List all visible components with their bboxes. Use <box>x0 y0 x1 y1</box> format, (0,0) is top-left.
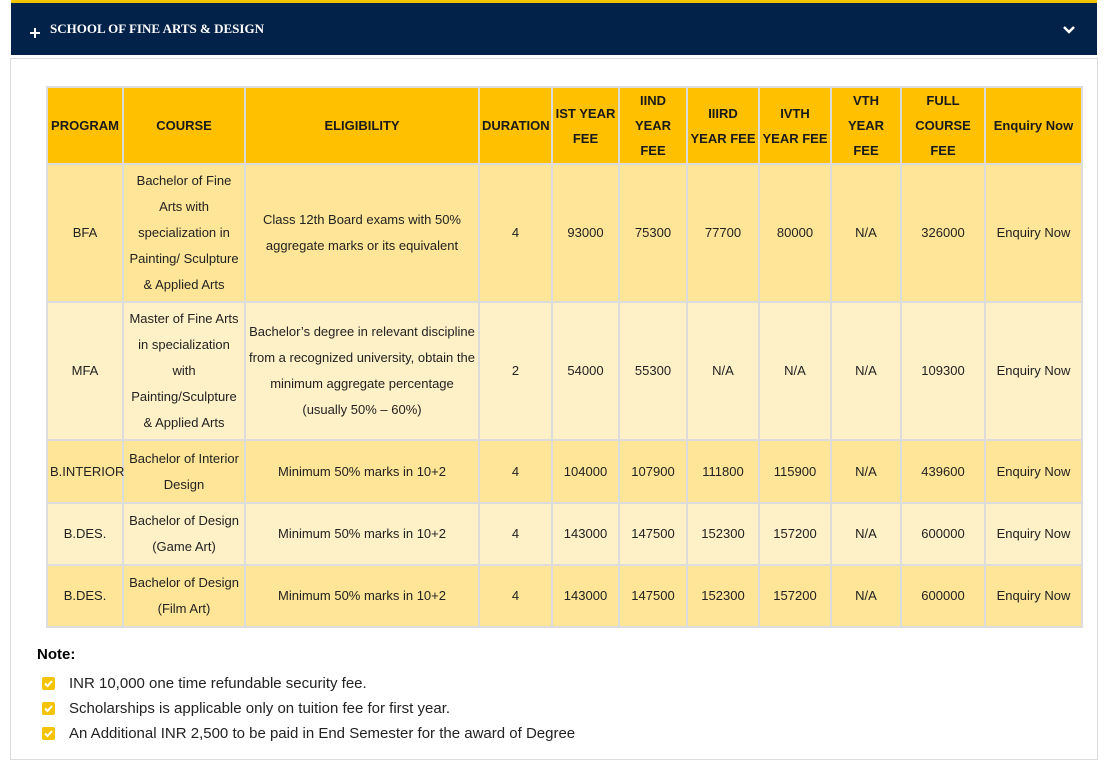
table-cell: 55300 <box>618 301 688 441</box>
column-header: IVTH YEAR FEE <box>758 86 832 165</box>
table-cell: 157200 <box>758 502 832 566</box>
table-cell: Bachelor of Design (Film Art) <box>122 564 246 628</box>
panel: PROGRAM COURSE ELIGIBILITY DURATION IST YEAR… <box>10 58 1098 760</box>
table-cell: 104000 <box>551 439 620 504</box>
table-cell: B.DES. <box>46 502 124 566</box>
column-header: FULL COURSE FEE <box>900 86 986 165</box>
enquiry-link[interactable]: Enquiry Now <box>984 163 1083 303</box>
table-cell: 600000 <box>900 564 986 628</box>
table-cell: 143000 <box>551 502 620 566</box>
table-cell: 157200 <box>758 564 832 628</box>
table-cell: 75300 <box>618 163 688 303</box>
column-header: IIND YEAR FEE <box>618 86 688 165</box>
table-cell: N/A <box>686 301 760 441</box>
enquiry-link[interactable]: Enquiry Now <box>984 564 1083 628</box>
table-cell: 109300 <box>900 301 986 441</box>
table-row: MFA Master of Fine Arts in specialization… <box>46 301 1083 441</box>
table-cell: 439600 <box>900 439 986 504</box>
enquiry-link[interactable]: Enquiry Now <box>984 502 1083 566</box>
fee-table: PROGRAM COURSE ELIGIBILITY DURATION IST YEAR… <box>46 86 1083 628</box>
table-cell: B.INTERIOR <box>46 439 124 504</box>
note-text: An Additional INR 2,500 to be paid in En… <box>69 725 576 742</box>
enquiry-link[interactable]: Enquiry Now <box>984 439 1083 504</box>
table-cell: Bachelor of Design (Game Art) <box>122 502 246 566</box>
note-item: An Additional INR 2,500 to be paid in En… <box>37 721 575 746</box>
note-list: INR 10,000 one time refundable security … <box>37 671 575 746</box>
table-cell: Minimum 50% marks in 10+2 <box>244 564 480 628</box>
plus-icon <box>30 28 40 38</box>
table-cell: 152300 <box>686 564 760 628</box>
table-cell: 93000 <box>551 163 620 303</box>
header-row: PROGRAM COURSE ELIGIBILITY DURATION IST YEAR… <box>46 86 1083 165</box>
table-row: BFA Bachelor of Fine Arts with specializa… <box>46 163 1083 303</box>
table-cell: Master of Fine Arts in specialization wi… <box>122 301 246 441</box>
table-cell: N/A <box>830 163 902 303</box>
check-icon <box>42 702 55 715</box>
column-header: Enquiry Now <box>984 86 1083 165</box>
column-header: COURSE <box>122 86 246 165</box>
section-title: SCHOOL OF FINE ARTS & DESIGN <box>50 21 264 36</box>
table-cell: 326000 <box>900 163 986 303</box>
table-cell: MFA <box>46 301 124 441</box>
table-cell: 143000 <box>551 564 620 628</box>
accordion-header[interactable]: SCHOOL OF FINE ARTS & DESIGN <box>11 0 1097 55</box>
table-cell: Bachelor of Interior Design <box>122 439 246 504</box>
table-cell: 147500 <box>618 564 688 628</box>
enquiry-link[interactable]: Enquiry Now <box>984 301 1083 441</box>
table-row: B.INTERIOR Bachelor of Interior Design Min… <box>46 439 1083 504</box>
table-cell: N/A <box>758 301 832 441</box>
check-icon <box>42 677 55 690</box>
table-cell: Minimum 50% marks in 10+2 <box>244 502 480 566</box>
table-cell: 111800 <box>686 439 760 504</box>
table-cell: B.DES. <box>46 564 124 628</box>
table-cell: 4 <box>478 439 553 504</box>
table-cell: 4 <box>478 163 553 303</box>
table-cell: Class 12th Board exams with 50% aggregat… <box>244 163 480 303</box>
table-cell: 54000 <box>551 301 620 441</box>
note-text: Scholarships is applicable only on tuiti… <box>69 700 451 717</box>
note-item: Scholarships is applicable only on tuiti… <box>37 696 575 721</box>
table-cell: 152300 <box>686 502 760 566</box>
table-cell: 115900 <box>758 439 832 504</box>
column-header: PROGRAM <box>46 86 124 165</box>
table-body: BFA Bachelor of Fine Arts with specializa… <box>46 163 1083 628</box>
table-cell: N/A <box>830 439 902 504</box>
table-cell: N/A <box>830 502 902 566</box>
column-header: VTH YEAR FEE <box>830 86 902 165</box>
table-cell: 2 <box>478 301 553 441</box>
table-cell: BFA <box>46 163 124 303</box>
table-cell: N/A <box>830 301 902 441</box>
table-cell: Bachelor’s degree in relevant discipline… <box>244 301 480 441</box>
table-cell: 4 <box>478 564 553 628</box>
note-item: INR 10,000 one time refundable security … <box>37 671 575 696</box>
table-cell: 4 <box>478 502 553 566</box>
table-cell: 600000 <box>900 502 986 566</box>
table-cell: 80000 <box>758 163 832 303</box>
chevron-icon <box>1063 26 1075 34</box>
note: Note: INR 10,000 one time refundable sec… <box>37 646 575 746</box>
table-row: B.DES. Bachelor of Design (Game Art) Minim… <box>46 502 1083 566</box>
table-cell: 77700 <box>686 163 760 303</box>
table-cell: N/A <box>830 564 902 628</box>
column-header: ELIGIBILITY <box>244 86 480 165</box>
table-cell: 107900 <box>618 439 688 504</box>
table-cell: 147500 <box>618 502 688 566</box>
table-cell: Minimum 50% marks in 10+2 <box>244 439 480 504</box>
table-cell: Bachelor of Fine Arts with specializatio… <box>122 163 246 303</box>
note-title: Note: <box>37 646 76 663</box>
check-icon <box>42 727 55 740</box>
column-header: IIIRD YEAR FEE <box>686 86 760 165</box>
note-text: INR 10,000 one time refundable security … <box>69 675 367 692</box>
table-row: B.DES. Bachelor of Design (Film Art) Minim… <box>46 564 1083 628</box>
column-header: IST YEAR FEE <box>551 86 620 165</box>
column-header: DURATION <box>478 86 553 165</box>
